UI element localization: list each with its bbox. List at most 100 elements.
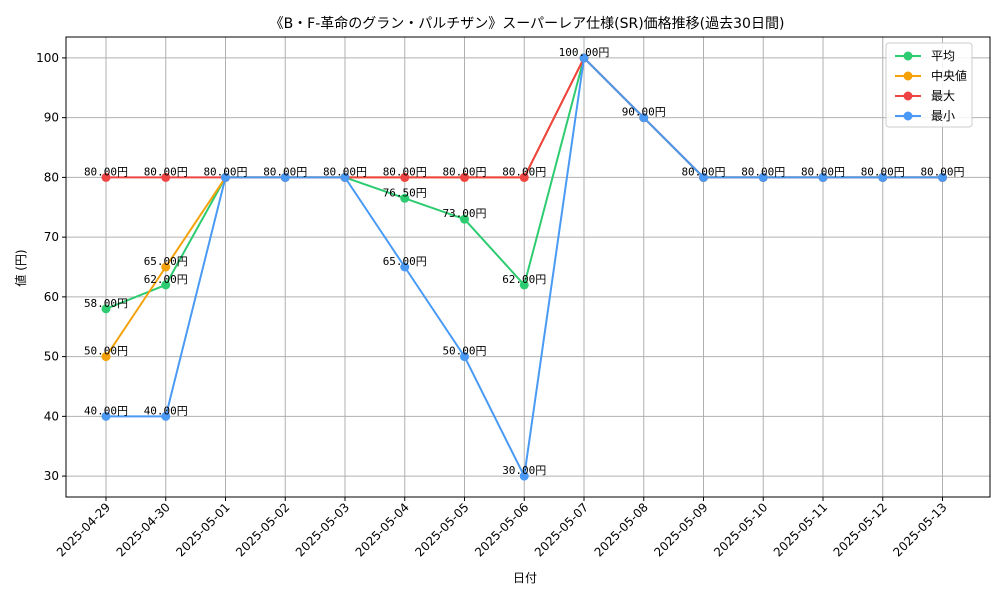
data-point	[101, 304, 111, 314]
data-point	[460, 352, 469, 362]
data-point	[579, 53, 589, 63]
x-tick-label: 2025-04-29	[54, 500, 113, 559]
data-point	[221, 172, 230, 182]
data-label: 65.00円	[383, 255, 427, 268]
x-tick-label: 2025-05-10	[711, 500, 770, 559]
data-point	[400, 193, 410, 203]
data-label: 50.00円	[84, 345, 128, 358]
y-axis-ticks: 30 40 50 60 70 80 90 100	[36, 51, 66, 483]
x-tick-label: 2025-05-12	[831, 500, 890, 559]
data-label: 65.00円	[144, 255, 188, 268]
data-label: 80.00円	[442, 165, 486, 178]
data-point	[639, 113, 649, 123]
x-tick-label: 2025-05-03	[293, 500, 352, 559]
data-point	[519, 471, 529, 481]
data-point	[280, 172, 290, 182]
x-tick-label: 2025-05-07	[532, 500, 591, 559]
data-labels: 80.00円 58.00円 50.00円 40.00円 80.00円 65.00円 62.0…	[84, 46, 965, 477]
x-axis-ticks: 2025-04-29 2025-04-30 2025-05-01 2025-05-02…	[54, 497, 950, 559]
x-tick-label: 2025-04-30	[114, 500, 173, 559]
data-point	[519, 172, 529, 182]
data-label: 50.00円	[442, 345, 486, 358]
y-axis-title: 値 (円)	[13, 249, 28, 286]
data-label: 80.00円	[741, 165, 785, 178]
series-3	[101, 53, 947, 481]
legend-label: 最小	[931, 109, 955, 123]
x-tick-label: 2025-05-09	[651, 500, 710, 559]
data-point	[878, 172, 888, 182]
data-label: 62.00円	[502, 273, 546, 286]
legend-item: 最大	[895, 89, 955, 103]
y-tick-label: 30	[44, 469, 59, 483]
legend-swatch-marker	[903, 71, 913, 81]
x-tick-label: 2025-05-01	[173, 500, 232, 559]
legend-item: 最小	[895, 109, 955, 123]
x-tick-label: 2025-05-06	[472, 500, 531, 559]
legend-swatch-marker	[903, 111, 913, 121]
data-label: 80.00円	[84, 165, 128, 178]
data-point	[161, 280, 171, 290]
chart-title: 《B・F-革命のグラン・パルチザン》スーパーレア仕様(SR)価格推移(過去30日…	[270, 15, 785, 32]
data-label: 80.00円	[920, 165, 964, 178]
x-tick-label: 2025-05-08	[592, 500, 651, 559]
data-point	[460, 214, 469, 224]
legend-item: 中央値	[895, 68, 967, 83]
y-tick-label: 70	[44, 230, 59, 244]
data-point	[161, 172, 171, 182]
legend-swatch-marker	[903, 91, 913, 101]
legend-swatch-marker	[903, 51, 913, 61]
data-point	[699, 172, 708, 182]
data-label: 80.00円	[323, 165, 367, 178]
legend-label: 最大	[931, 89, 955, 103]
legend-label: 中央値	[931, 68, 967, 83]
y-tick-label: 60	[44, 290, 59, 304]
data-label: 76.50円	[383, 186, 427, 199]
data-point	[400, 262, 410, 272]
data-point	[101, 352, 111, 362]
legend-box	[885, 42, 973, 128]
legend-item: 平均	[895, 49, 955, 63]
data-label: 40.00円	[84, 404, 128, 417]
data-label: 62.00円	[144, 273, 188, 286]
data-label: 40.00円	[144, 404, 188, 417]
data-label: 73.00円	[442, 207, 486, 220]
x-tick-label: 2025-05-02	[233, 500, 292, 559]
data-point	[519, 280, 529, 290]
data-label: 80.00円	[383, 165, 427, 178]
data-point	[101, 172, 111, 182]
series-lines	[101, 53, 947, 481]
x-tick-label: 2025-05-13	[890, 500, 949, 559]
data-label: 80.00円	[144, 165, 188, 178]
data-label: 80.00円	[861, 165, 905, 178]
data-point	[101, 411, 111, 421]
x-tick-label: 2025-05-04	[353, 500, 412, 559]
data-label: 80.00円	[263, 165, 307, 178]
data-label: 100.00円	[559, 46, 610, 59]
y-tick-label: 40	[44, 409, 59, 423]
legend-label: 平均	[931, 49, 955, 63]
data-point	[161, 411, 171, 421]
data-label: 80.00円	[502, 165, 546, 178]
data-point	[938, 172, 947, 182]
x-tick-label: 2025-05-05	[412, 500, 471, 559]
data-point	[460, 172, 469, 182]
data-point	[818, 172, 828, 182]
y-tick-label: 90	[44, 111, 59, 125]
data-label: 80.00円	[681, 165, 725, 178]
data-point	[161, 262, 171, 272]
data-point	[758, 172, 768, 182]
x-tick-label: 2025-05-11	[771, 500, 830, 559]
data-point	[400, 172, 410, 182]
data-label: 90.00円	[622, 106, 666, 119]
y-tick-label: 100	[36, 51, 59, 65]
data-label: 30.00円	[502, 464, 546, 477]
x-axis-title: 日付	[513, 571, 537, 585]
data-point	[340, 172, 350, 182]
data-label: 80.00円	[801, 165, 845, 178]
data-label: 58.00円	[84, 297, 128, 310]
y-tick-label: 80	[44, 170, 59, 184]
data-label: 80.00円	[203, 165, 247, 178]
y-tick-label: 50	[44, 350, 59, 364]
